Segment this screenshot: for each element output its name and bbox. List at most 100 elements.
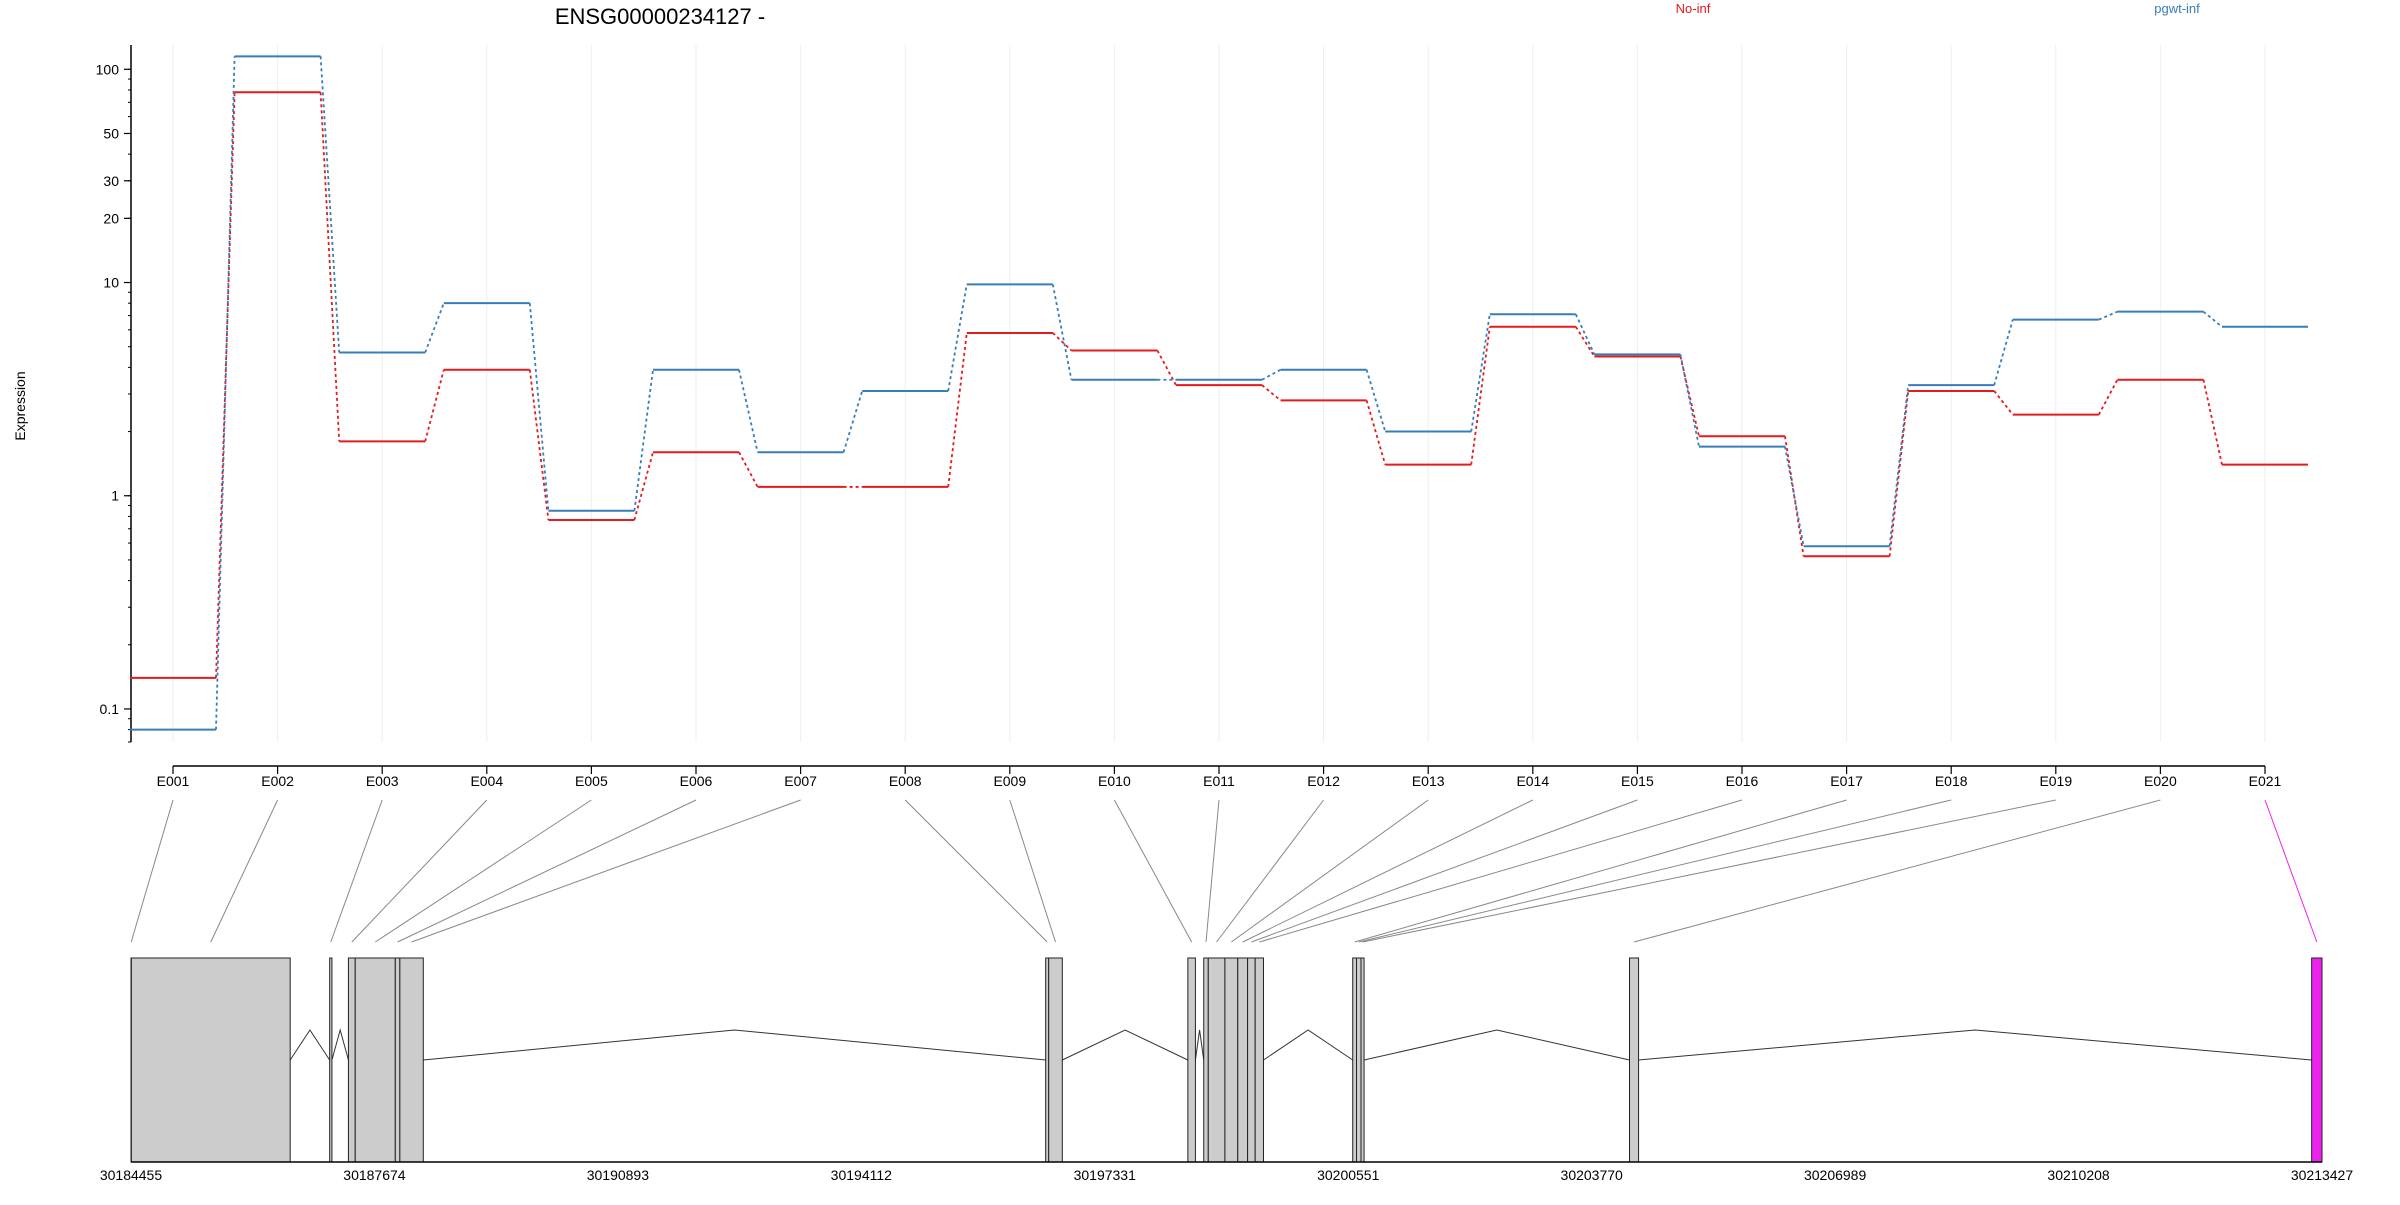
exon-connector xyxy=(411,799,801,943)
x-tick-label: E021 xyxy=(2249,773,2282,789)
series-transition xyxy=(215,56,236,730)
exon-block xyxy=(1629,957,1640,1163)
intron-line xyxy=(1638,1029,2312,1061)
intron-line xyxy=(1363,1029,1630,1061)
grid-lines xyxy=(172,45,2266,742)
series-transition xyxy=(738,451,759,488)
y-tick-label: 0.1 xyxy=(100,701,120,717)
exon-connector xyxy=(1009,799,1056,943)
y-axis-label: Expression xyxy=(12,371,28,440)
series-transition xyxy=(1470,314,1491,432)
series-transition xyxy=(2202,379,2223,465)
coord-tick-label: 30213427 xyxy=(2291,1167,2354,1183)
coord-tick-label: 30187674 xyxy=(343,1167,406,1183)
x-tick-label: E003 xyxy=(366,773,399,789)
coord-tick-label: 30190893 xyxy=(587,1167,650,1183)
exon-connector xyxy=(330,799,383,943)
exon-block xyxy=(1352,957,1357,1163)
series-transition xyxy=(1784,446,1805,547)
y-tick-label: 50 xyxy=(103,125,119,141)
y-tick-label: 30 xyxy=(103,173,119,189)
x-tick-label: E006 xyxy=(680,773,713,789)
exon-block xyxy=(1254,957,1264,1163)
x-tick-label: E019 xyxy=(2039,773,2072,789)
y-tick-label: 100 xyxy=(96,61,120,77)
x-tick-label: E016 xyxy=(1726,773,1759,789)
x-tick-label: E001 xyxy=(157,773,190,789)
series-transition xyxy=(319,92,341,442)
intron-line xyxy=(1263,1029,1353,1061)
series-transition xyxy=(2098,310,2118,321)
y-tick-label: 20 xyxy=(103,210,119,226)
gene-model: 30184455 30187674 30190893 30194112 30197331… xyxy=(100,957,2354,1183)
series-transition xyxy=(738,369,759,453)
exon-connector xyxy=(904,799,1048,943)
x-tick-label: E007 xyxy=(784,773,817,789)
series-transition xyxy=(1261,384,1282,402)
series-transition xyxy=(1365,369,1387,432)
series-transition xyxy=(1156,350,1177,386)
exon-connector xyxy=(1633,799,2161,943)
series-pgwt-inf xyxy=(130,55,2308,731)
intron-line xyxy=(1194,1029,1205,1061)
exon-connector xyxy=(1216,799,1324,943)
exon-connector-lines xyxy=(130,799,2318,943)
exon-connector xyxy=(351,799,488,943)
coord-tick-label: 30206989 xyxy=(1804,1167,1867,1183)
coord-tick-label: 30203770 xyxy=(1561,1167,1624,1183)
exon-connector xyxy=(130,799,174,943)
coord-tick-label: 30194112 xyxy=(831,1167,892,1183)
series-transition xyxy=(1365,400,1387,465)
legend-label-pgwt-inf: pgwt-inf xyxy=(2154,1,2200,16)
x-tick-label: E004 xyxy=(470,773,503,789)
series-transition xyxy=(1993,319,2014,386)
exon-block xyxy=(1237,957,1249,1163)
series-transition xyxy=(2202,310,2223,328)
series-transition xyxy=(1261,368,1282,381)
series-lines xyxy=(130,55,2308,731)
coord-tick-label: 30200551 xyxy=(1317,1167,1380,1183)
series-transition xyxy=(1470,326,1491,465)
exon-block xyxy=(1187,957,1196,1163)
series-No-inf xyxy=(130,91,2308,679)
series-transition xyxy=(1888,390,1910,557)
exon-connector xyxy=(1362,799,2056,943)
exon-block xyxy=(1355,957,1362,1163)
series-transition xyxy=(1051,284,1073,380)
exon-connector xyxy=(1358,799,1952,943)
x-tick-label: E009 xyxy=(993,773,1026,789)
x-tick-label: E020 xyxy=(2144,773,2177,789)
x-tick-label: E015 xyxy=(1621,773,1654,789)
x-tick-label: E011 xyxy=(1203,773,1235,789)
series-transition xyxy=(2098,379,2119,416)
x-tick-label: E005 xyxy=(575,773,608,789)
exon-connector xyxy=(1259,799,1743,943)
series-transition xyxy=(1574,313,1596,355)
axes: 0.1 1 10 20 30 50 100 E001 E002 E003 E004 E005 E006 E… xyxy=(96,45,2282,789)
series-transition xyxy=(215,92,236,678)
exon-connector xyxy=(1113,799,1193,943)
series-transition xyxy=(1679,356,1700,437)
exon-connector xyxy=(1205,799,1220,943)
legend-label-no-inf: No-inf xyxy=(1676,1,1711,16)
series-transition xyxy=(633,369,654,511)
exon-block xyxy=(1048,957,1063,1163)
exon-block xyxy=(1203,957,1209,1163)
coord-tick-label: 30184455 xyxy=(100,1167,163,1183)
x-tick-label: E018 xyxy=(1935,773,1968,789)
exon-connector xyxy=(1251,799,1638,943)
exon-block xyxy=(1224,957,1239,1163)
exon-block xyxy=(1207,957,1226,1163)
x-tick-label: E014 xyxy=(1516,773,1549,789)
series-transition xyxy=(1052,332,1073,352)
x-tick-label: E013 xyxy=(1412,773,1445,789)
series-transition xyxy=(424,369,445,442)
x-tick-label: E010 xyxy=(1098,773,1131,789)
exon-block xyxy=(394,957,401,1163)
exon-block xyxy=(354,957,396,1163)
x-tick-label: E002 xyxy=(261,773,294,789)
exon-block xyxy=(2311,957,2323,1163)
series-transition xyxy=(528,303,550,511)
exon-connector xyxy=(1242,799,1534,943)
